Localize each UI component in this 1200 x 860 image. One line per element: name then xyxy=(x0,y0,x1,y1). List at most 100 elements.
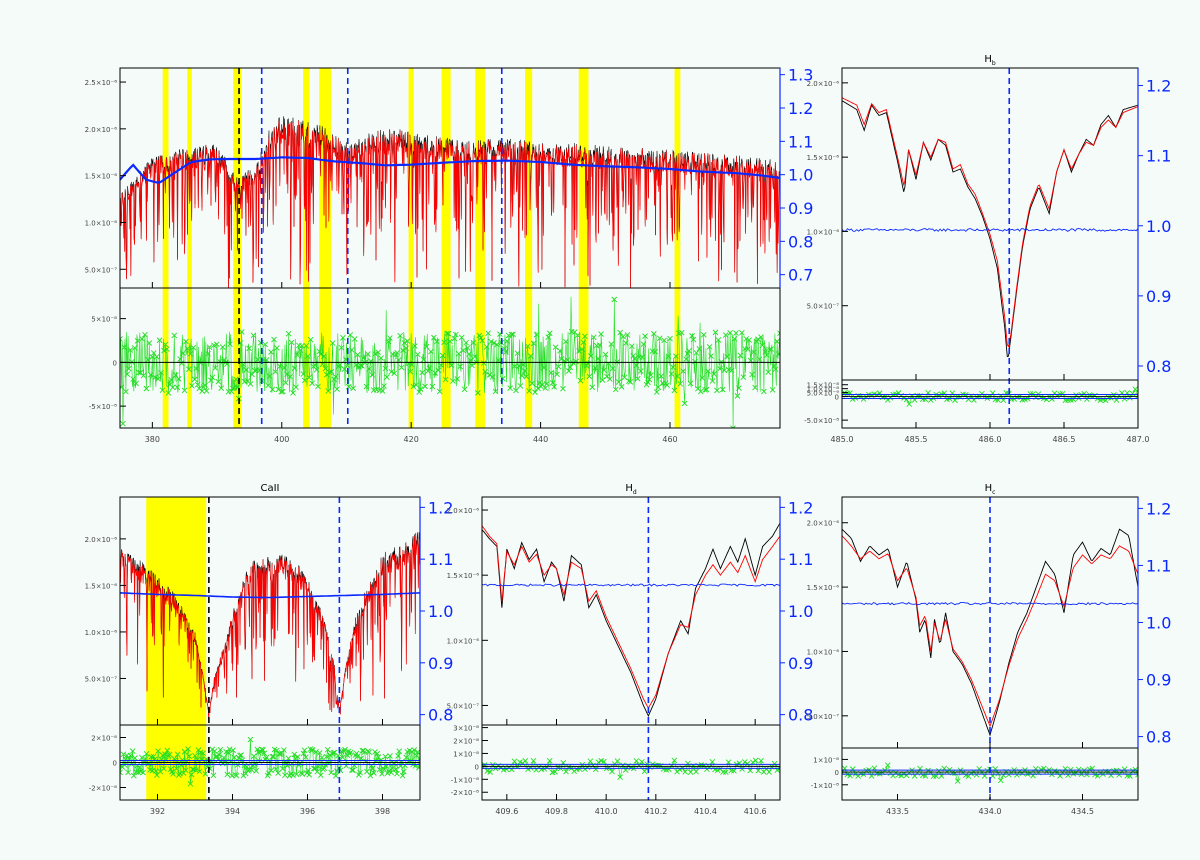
spectrum-frame xyxy=(841,67,1139,381)
residual-point xyxy=(442,376,449,383)
flux-tick-label: 1.0×10⁻⁶ xyxy=(807,648,840,656)
residual-point xyxy=(274,345,280,351)
right-tick-label: 1.1 xyxy=(1146,147,1171,166)
right-tick-label: 1.3 xyxy=(788,66,813,85)
residual-point xyxy=(384,374,390,381)
model-spectrum xyxy=(482,525,780,710)
flux-tick-label: 5.0×10⁻⁷ xyxy=(85,675,118,683)
right-tick-label: 1.0 xyxy=(428,602,453,621)
x-tick-label: 487.0 xyxy=(1127,435,1150,444)
residual-point xyxy=(590,334,597,341)
residual-point xyxy=(262,341,269,348)
model-spectrum xyxy=(842,97,1138,348)
residual-point xyxy=(199,388,205,394)
continuum-curve xyxy=(120,592,420,599)
x-tick-label: 485.0 xyxy=(831,435,854,444)
model-spectrum xyxy=(120,119,780,288)
flux-tick-label: 1.0×10⁻⁶ xyxy=(447,637,480,645)
highlight-band xyxy=(408,68,414,428)
x-tick-label: 396 xyxy=(300,807,315,816)
residual-point xyxy=(653,389,660,395)
residual-point xyxy=(171,332,178,339)
x-tick-label: 410.2 xyxy=(644,807,667,816)
highlight-band xyxy=(319,68,331,428)
residual-tick-label: 0 xyxy=(835,769,839,777)
residual-frame xyxy=(481,724,781,801)
residual-point xyxy=(120,769,123,776)
right-tick-label: 1.0 xyxy=(788,166,813,185)
residual-point xyxy=(777,330,780,337)
residual-tick-label: 3×10⁻⁸ xyxy=(453,725,479,733)
flux-tick-label: 1.5×10⁻⁶ xyxy=(85,173,118,181)
residual-point xyxy=(714,387,720,394)
residual-point xyxy=(131,772,137,779)
flux-tick-label: 1.5×10⁻⁶ xyxy=(807,584,840,592)
residual-point xyxy=(143,385,150,392)
x-tick-label: 460 xyxy=(662,435,677,444)
residual-point xyxy=(229,772,235,779)
residual-point xyxy=(288,339,295,346)
residual-point xyxy=(131,345,138,351)
residual-point xyxy=(313,367,320,373)
residual-frame xyxy=(841,379,1139,429)
residual-point xyxy=(774,338,780,345)
residual-tick-label: 0 xyxy=(835,394,839,402)
x-tick-label: 485.5 xyxy=(905,435,928,444)
residual-point xyxy=(697,388,704,395)
x-tick-label: 486.0 xyxy=(979,435,1002,444)
x-tick-label: 434.0 xyxy=(979,807,1002,816)
residual-point xyxy=(560,385,566,392)
residual-point xyxy=(1135,771,1138,778)
residual-tick-label: 1×10⁻⁸ xyxy=(453,750,479,758)
x-tick-label: 420 xyxy=(404,435,419,444)
highlight-band xyxy=(578,68,589,428)
right-tick-label: 0.8 xyxy=(428,706,453,725)
panel-caii: 392 394 396 398 5.0×10⁻⁷ 1.0×10⁻⁶ 1.5×10⁻⁶ 2.0×… xyxy=(85,483,454,816)
right-tick-label: 0.9 xyxy=(428,654,453,673)
x-tick-label: 433.5 xyxy=(886,807,909,816)
flux-tick-label: 1.5×10⁻⁶ xyxy=(447,572,480,580)
residual-tick-label: 5×10⁻⁸ xyxy=(91,316,117,324)
panel-h-gamma: 433.5 434.0 434.5 5.0×10⁻⁷ 1.0×10⁻⁶ 1.5×10⁻⁶ 2… xyxy=(807,483,1172,816)
right-tick-label: 1.0 xyxy=(1146,217,1171,236)
highlight-band xyxy=(674,68,681,428)
x-tick-label: 434.5 xyxy=(1071,807,1094,816)
flux-tick-label: 1.0×10⁻⁶ xyxy=(807,228,840,236)
residual-point xyxy=(612,386,619,393)
model-spectrum xyxy=(842,535,1138,728)
x-tick-label: 398 xyxy=(375,807,390,816)
residual-point xyxy=(272,766,279,773)
residual-tick-label: 0 xyxy=(113,359,117,367)
residual-point xyxy=(181,387,188,394)
residual-point xyxy=(139,754,145,761)
residual-point xyxy=(746,337,753,343)
residual-point xyxy=(722,332,729,338)
flux-tick-label: 2.0×10⁻⁶ xyxy=(85,536,118,544)
residual-point xyxy=(130,376,137,382)
residual-tick-label: 5.0×10⁻⁹ xyxy=(807,390,840,398)
panel-title: Hd xyxy=(625,483,637,496)
flux-tick-label: 1.0×10⁻⁶ xyxy=(85,219,118,227)
residual-tick-label: -1×10⁻⁸ xyxy=(451,776,479,784)
continuum-curve xyxy=(842,228,1138,232)
x-tick-label: 410.4 xyxy=(694,807,717,816)
residual-point xyxy=(524,343,531,350)
panel-h-beta: 485.0 485.5 486.0 486.5 487.0 5.0×10⁻⁷ 1.0×10⁻… xyxy=(804,54,1171,444)
residual-tick-label: -5.0×10⁻⁸ xyxy=(804,417,839,425)
residual-point xyxy=(730,425,736,428)
residual-point xyxy=(125,769,131,776)
right-tick-label: 1.2 xyxy=(1146,499,1171,518)
right-tick-label: 1.1 xyxy=(428,550,453,569)
right-tick-label: 0.8 xyxy=(1146,357,1171,376)
residual-point xyxy=(651,330,657,337)
residual-point xyxy=(577,377,584,384)
right-tick-label: 1.1 xyxy=(788,132,813,151)
highlight-band xyxy=(187,68,192,428)
residual-point xyxy=(120,384,125,391)
panel-full-spectrum: 380 400 420 440 460 5.0×10⁻⁷ 1.0×10⁻⁶ 1.5×10⁻⁶ 2… xyxy=(85,66,814,444)
flux-tick-label: 1.5×10⁻⁶ xyxy=(807,154,840,162)
right-tick-label: 1.1 xyxy=(788,550,813,569)
residual-tick-label: -1×10⁻⁸ xyxy=(811,782,839,790)
flux-tick-label: 2.0×10⁻⁶ xyxy=(85,126,118,134)
x-tick-label: 410.0 xyxy=(595,807,618,816)
